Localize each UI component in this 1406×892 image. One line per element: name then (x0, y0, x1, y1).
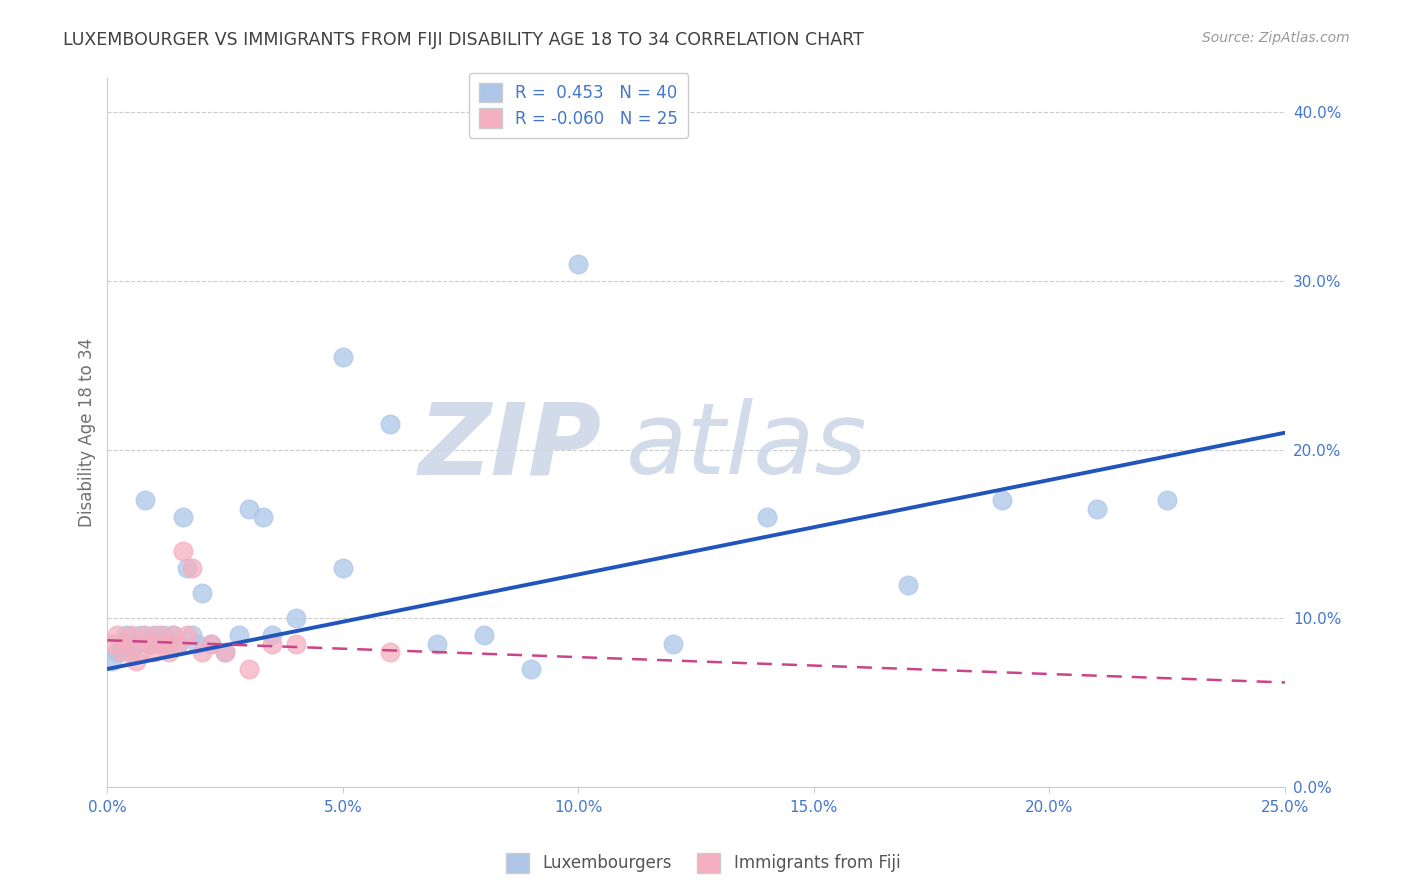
Point (186, 637, 208, 651)
Point (172, 544, 194, 558)
Text: LUXEMBOURGER VS IMMIGRANTS FROM FIJI DISABILITY AGE 18 TO 34 CORRELATION CHART: LUXEMBOURGER VS IMMIGRANTS FROM FIJI DIS… (63, 31, 865, 49)
Point (252, 510, 274, 524)
Point (105, 628, 128, 642)
Point (120, 628, 142, 642)
Legend: R =  0.453   N = 40, R = -0.060   N = 25: R = 0.453 N = 40, R = -0.060 N = 25 (468, 72, 688, 137)
Point (162, 628, 184, 642)
Point (262, 637, 284, 651)
Point (124, 637, 146, 651)
Point (332, 350, 354, 364)
Point (190, 586, 212, 600)
Point (172, 510, 194, 524)
Point (148, 637, 170, 651)
Point (238, 501, 260, 516)
Point (262, 628, 284, 642)
Point (176, 628, 198, 642)
Point (124, 653, 146, 667)
Point (129, 645, 152, 659)
Point (167, 637, 190, 651)
Text: ZIP: ZIP (419, 399, 602, 495)
Point (176, 560, 198, 574)
Text: atlas: atlas (626, 399, 868, 495)
Point (139, 637, 162, 651)
Point (143, 628, 166, 642)
Point (228, 628, 250, 642)
Point (520, 662, 543, 676)
Point (284, 611, 307, 625)
Text: Source: ZipAtlas.com: Source: ZipAtlas.com (1202, 31, 1350, 45)
Point (167, 637, 190, 651)
Point (162, 628, 184, 642)
Point (1156, 493, 1178, 508)
Point (143, 645, 166, 659)
Point (200, 637, 222, 651)
Point (153, 628, 176, 642)
Point (105, 645, 128, 659)
Point (426, 637, 449, 651)
Point (101, 637, 124, 651)
Point (332, 560, 354, 574)
Point (134, 628, 156, 642)
Point (200, 637, 222, 651)
Point (755, 510, 778, 524)
Point (110, 645, 132, 659)
Point (181, 560, 204, 574)
Point (284, 637, 307, 651)
Point (157, 645, 180, 659)
Point (157, 637, 180, 651)
Point (238, 662, 260, 676)
Point (1085, 501, 1108, 516)
Point (661, 637, 683, 651)
Point (181, 628, 204, 642)
Point (567, 257, 589, 271)
Point (129, 628, 152, 642)
Point (148, 628, 170, 642)
Point (897, 577, 920, 591)
Point (115, 628, 138, 642)
Point (378, 417, 401, 432)
Point (378, 645, 401, 659)
Point (214, 645, 236, 659)
Point (214, 645, 236, 659)
Point (115, 637, 138, 651)
Point (991, 493, 1014, 508)
Point (134, 493, 156, 508)
Legend: Luxembourgers, Immigrants from Fiji: Luxembourgers, Immigrants from Fiji (499, 847, 907, 880)
Point (472, 628, 495, 642)
Y-axis label: Disability Age 18 to 34: Disability Age 18 to 34 (79, 338, 96, 527)
Point (120, 645, 142, 659)
Point (139, 637, 162, 651)
Point (101, 653, 124, 667)
Point (153, 637, 176, 651)
Point (190, 645, 212, 659)
Point (110, 637, 132, 651)
